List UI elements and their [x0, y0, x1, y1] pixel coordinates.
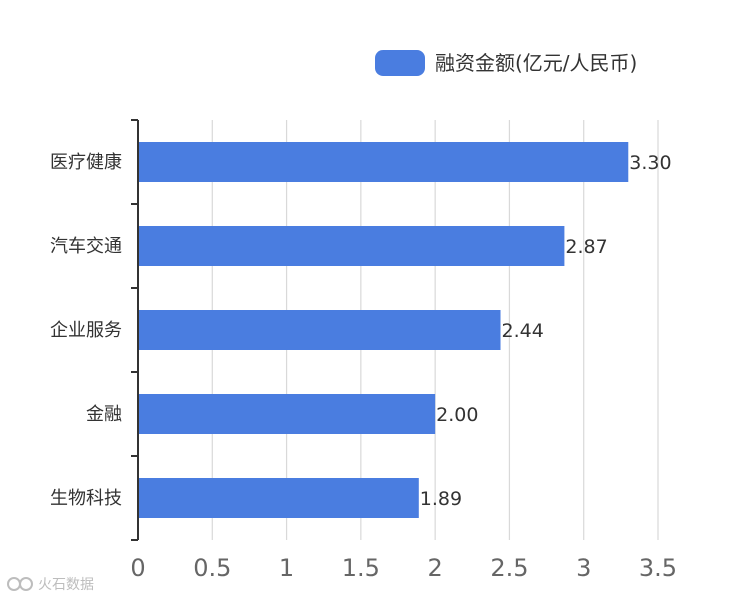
bar — [138, 310, 501, 350]
data-label: 1.89 — [420, 488, 462, 510]
x-tick-label: 3.5 — [639, 554, 677, 582]
bar — [138, 478, 419, 518]
x-tick-label: 3 — [576, 554, 591, 582]
data-label: 2.87 — [565, 236, 607, 258]
x-tick-label: 1.5 — [342, 554, 380, 582]
data-label: 2.44 — [502, 320, 544, 342]
category-label: 生物科技 — [50, 488, 122, 509]
bar — [138, 226, 565, 266]
bars — [138, 142, 629, 518]
category-label: 汽车交通 — [50, 236, 122, 257]
watermark-text: 火石数据 — [38, 577, 94, 593]
data-label: 3.30 — [629, 152, 671, 174]
legend-label: 融资金额(亿元/人民币) — [435, 51, 637, 75]
category-label: 医疗健康 — [50, 152, 122, 173]
x-tick-label: 0 — [130, 554, 145, 582]
data-label: 2.00 — [436, 404, 478, 426]
watermark: 火石数据 — [7, 577, 94, 593]
x-tick-label: 0.5 — [193, 554, 231, 582]
axes — [131, 119, 139, 541]
bar — [138, 142, 629, 182]
x-tick-label: 2 — [428, 554, 443, 582]
category-label: 金融 — [86, 404, 122, 425]
x-tick-label: 2.5 — [490, 554, 528, 582]
bar — [138, 394, 436, 434]
watermark-logo-icon — [7, 577, 33, 591]
x-tick-label: 1 — [279, 554, 294, 582]
category-label: 企业服务 — [50, 320, 122, 341]
legend: 融资金额(亿元/人民币) — [375, 50, 637, 76]
legend-swatch — [375, 50, 425, 76]
labels: 0 0.5 1 1.5 2 2.5 3 3.5 医疗健康 3.30 汽车交通 2.87 企业服务 2.44… — [50, 152, 677, 582]
